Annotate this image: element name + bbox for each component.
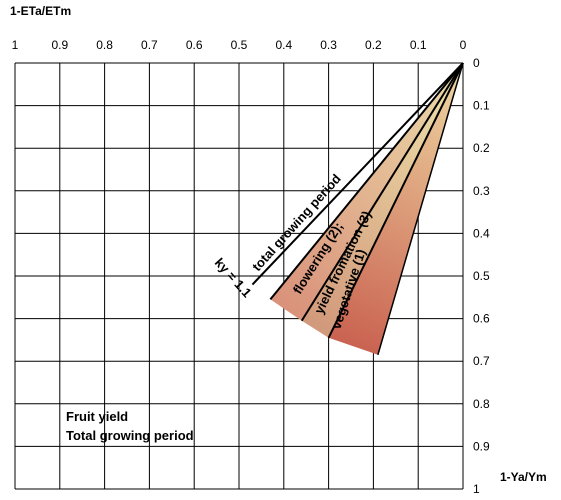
- y-tick-label: 0.1: [473, 99, 490, 113]
- note-total-growing-period: Total growing period: [66, 428, 194, 443]
- x-axis-title: 1-ETa/ETm: [10, 4, 71, 18]
- x-tick-label: 0.6: [186, 38, 203, 52]
- y-tick-label: 0: [473, 56, 480, 70]
- y-tick-label: 1: [473, 482, 480, 496]
- x-tick-label: 0.4: [275, 38, 292, 52]
- series-group: [251, 62, 464, 356]
- y-tick-label: 0.4: [473, 226, 490, 240]
- y-tick-label: 0.7: [473, 354, 490, 368]
- y-tick-label: 0.2: [473, 141, 490, 155]
- x-tick-label: 0.3: [320, 38, 337, 52]
- y-tick-label: 0.5: [473, 269, 490, 283]
- y-axis-title: 1-Ya/Ym: [500, 470, 547, 484]
- x-tick-label: 0: [460, 38, 467, 52]
- note-fruit-yield: Fruit yield: [66, 409, 128, 424]
- series-vegetative-edge: [327, 62, 464, 339]
- series-vegetative-outer-edge: [377, 62, 464, 356]
- x-tick-label: 0.8: [96, 38, 113, 52]
- series-total-growing-period-line: [251, 62, 464, 286]
- series-yield-formation-area: [301, 63, 463, 338]
- series-flowering-edge: [269, 62, 464, 301]
- series-flowering-area: [270, 63, 463, 321]
- x-tick-label: 1: [12, 38, 19, 52]
- y-tick-labels: 0 0.1 0.2 0.3 0.4 0.5 0.6 0.7 0.8 0.9 1: [473, 56, 490, 496]
- y-tick-label: 0.8: [473, 397, 490, 411]
- series-yield-formation-edge: [300, 62, 464, 322]
- x-tick-labels: 1 0.9 0.8 0.7 0.6 0.5 0.4 0.3 0.2 0.1 0: [12, 38, 467, 52]
- y-tick-label: 0.9: [473, 439, 490, 453]
- ky-label: ky = 1.1: [212, 255, 255, 300]
- x-tick-label: 0.7: [141, 38, 158, 52]
- y-tick-label: 0.6: [473, 312, 490, 326]
- series-vegetative-area: [328, 63, 463, 355]
- x-tick-label: 0.9: [51, 38, 68, 52]
- x-tick-label: 0.5: [231, 38, 248, 52]
- y-tick-label: 0.3: [473, 184, 490, 198]
- x-tick-label: 0.2: [365, 38, 382, 52]
- x-tick-label: 0.1: [410, 38, 427, 52]
